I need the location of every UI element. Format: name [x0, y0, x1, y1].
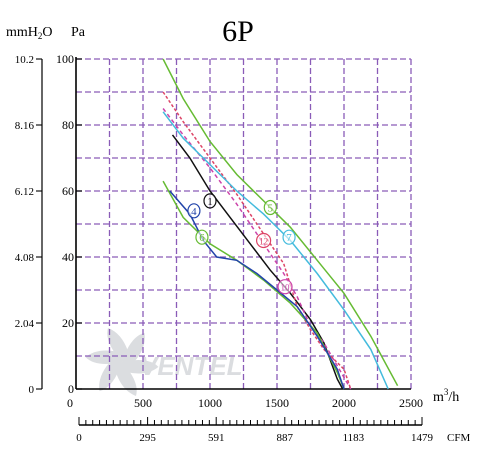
series-line-5 — [162, 58, 399, 387]
unit-labels: mmH2O Pa — [6, 25, 86, 41]
series-marker-1: 1 — [203, 193, 217, 209]
series-label: 6 — [199, 232, 205, 244]
series-marker-6: 6 — [195, 229, 209, 245]
series-marker-10: 10 — [277, 279, 293, 295]
cfm-tick-label: 295 — [139, 432, 156, 444]
y-tick-label-pa: 0 — [68, 382, 74, 396]
series-marker-circle — [195, 229, 209, 245]
series-marker-circle — [263, 199, 277, 216]
watermark: VENTEL — [85, 328, 243, 396]
x-unit: m3/h — [433, 387, 459, 405]
x-tick-label: 500 — [134, 396, 152, 410]
series-marker-circle — [256, 232, 272, 249]
series-label: 10 — [281, 283, 291, 293]
cfm-tick-label: 887 — [277, 432, 294, 444]
cfm-tick-label: 591 — [208, 432, 225, 444]
series-label: 4 — [191, 206, 197, 218]
series-marker-circle — [187, 203, 201, 219]
axes: 0 20 40 60 80 100 0 2.04 4.08 6.12 8.16 10.2 — [15, 52, 411, 396]
series-label: 7 — [286, 232, 292, 244]
series-label: 5 — [268, 203, 274, 215]
x-tick-label: 2500 — [399, 396, 423, 410]
unit-right: Pa — [71, 25, 86, 40]
cfm-tick-label: 1479 — [411, 432, 434, 444]
x-tick-label: 0 — [67, 396, 73, 410]
watermark-fan-blade — [121, 360, 159, 374]
series-label: 1 — [207, 196, 213, 208]
y-tick-label-pa: 40 — [62, 250, 74, 264]
unit-left: mmH2O — [6, 25, 53, 41]
series-marker-5: 5 — [263, 199, 277, 216]
y-tick-label-mm: 6.12 — [15, 186, 34, 198]
watermark-fan-icon — [85, 328, 159, 396]
series-marker-circle — [277, 279, 293, 295]
x-tick-label: 2000 — [332, 396, 356, 410]
series-line-7 — [162, 111, 389, 390]
watermark-fan-blade — [107, 328, 130, 362]
cfm-tick-label: 0 — [76, 432, 82, 444]
y-tick-label-pa: 100 — [56, 52, 74, 66]
grid — [76, 58, 412, 389]
series-marker-circle — [203, 193, 217, 209]
y-tick-label-mm: 4.08 — [15, 252, 35, 264]
y-tick-label-mm: 2.04 — [15, 318, 35, 330]
series-label: 12 — [259, 237, 268, 247]
watermark-fan-blade — [99, 357, 122, 392]
y-tick-label-pa: 80 — [62, 118, 74, 132]
series-marker-circle — [282, 229, 296, 245]
series-marker-7: 7 — [282, 229, 296, 245]
watermark-fan-blade — [114, 362, 137, 396]
watermark-fan-blade — [122, 332, 145, 367]
series-marker-4: 4 — [187, 203, 201, 219]
watermark-text: VENTEL — [140, 351, 243, 381]
cfm-tick-label: 1183 — [343, 432, 365, 444]
watermark-fan-blade — [85, 350, 123, 364]
x-tick-label: 1500 — [265, 396, 289, 410]
x-axis-labels: 0 500 1000 1500 2000 2500 — [67, 396, 423, 410]
series-line-10 — [162, 108, 352, 390]
y-tick-label-mm: 0 — [29, 384, 35, 396]
cfm-unit: CFM — [447, 432, 470, 444]
cfm-axis: 0 295 591 887 1183 1479 — [76, 417, 434, 444]
chart-title: 6P — [222, 15, 254, 48]
y-tick-label-mm: 8.16 — [15, 120, 35, 132]
series-marker-12: 12 — [256, 232, 272, 249]
x-tick-label: 1000 — [198, 396, 222, 410]
y-tick-label-pa: 60 — [62, 184, 74, 198]
y-tick-label-pa: 20 — [62, 316, 74, 330]
y-tick-label-mm: 10.2 — [15, 54, 34, 66]
series-group: 1 10 12 7 5 6 4 — [162, 58, 399, 390]
